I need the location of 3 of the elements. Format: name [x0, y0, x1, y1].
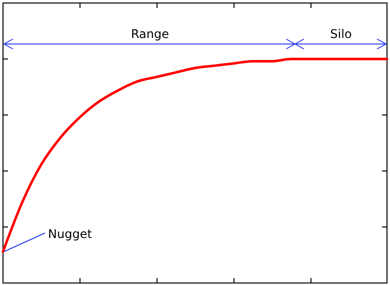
text: Range: [130, 27, 170, 41]
annotation: Nugget: [48, 227, 92, 241]
text: Silo: [330, 27, 352, 41]
